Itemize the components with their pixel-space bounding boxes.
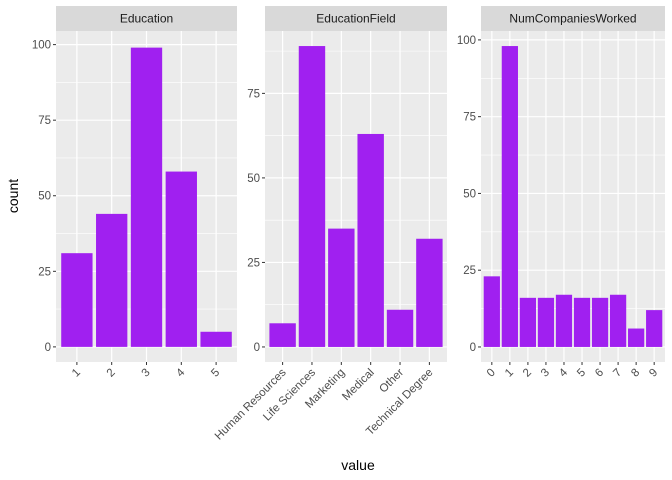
x-tick-label: 2 (105, 367, 118, 380)
y-axis-title: count (5, 179, 21, 213)
bar-educationfield-2 (328, 228, 355, 347)
y-tick-label: 75 (247, 88, 260, 100)
bar-numcompaniesworked-9 (646, 310, 663, 347)
y-tick-label: 25 (463, 265, 476, 277)
bar-numcompaniesworked-4 (555, 294, 573, 347)
x-tick-label: 8 (629, 367, 642, 380)
bar-education-0 (61, 253, 93, 347)
bar-education-2 (130, 47, 163, 347)
facet-education: Education 0 25 50 75 100 1 2 3 4 5 (32, 6, 237, 380)
bar-numcompaniesworked-7 (609, 294, 627, 347)
facet-title: Education (120, 12, 173, 26)
y-tick-label: 0 (45, 342, 51, 354)
x-tick-label: 4 (174, 366, 187, 379)
bar-education-4 (200, 331, 232, 347)
x-tick-label: 7 (611, 367, 624, 380)
bar-numcompaniesworked-0 (483, 276, 500, 347)
x-tick-label: 3 (140, 367, 153, 380)
facet-strip (265, 6, 447, 31)
y-tick-label: 50 (463, 188, 476, 200)
x-tick-label: 6 (593, 367, 606, 380)
bar-numcompaniesworked-8 (628, 328, 645, 347)
facet-title: EducationField (316, 12, 395, 26)
bar-education-1 (96, 213, 128, 347)
y-tick-label: 75 (38, 115, 51, 127)
y-tick-label: 100 (457, 35, 476, 47)
y-tick-label: 100 (32, 40, 51, 52)
bar-numcompaniesworked-5 (573, 297, 591, 347)
x-tick-label: 4 (557, 366, 570, 379)
bar-numcompaniesworked-1 (501, 46, 518, 347)
x-axis-title: value (341, 457, 375, 473)
y-tick-label: 0 (254, 342, 260, 354)
bar-numcompaniesworked-6 (591, 297, 609, 347)
x-tick-label: 1 (503, 367, 516, 380)
facet-strip (481, 6, 665, 31)
x-tick-label: 5 (575, 367, 588, 380)
y-tick-label: 0 (470, 342, 476, 354)
bar-educationfield-1 (298, 46, 326, 347)
x-tick-label: 1 (70, 367, 83, 380)
bar-educationfield-3 (357, 133, 384, 347)
y-tick-label: 25 (38, 266, 51, 278)
x-tick-label: 0 (485, 367, 498, 380)
x-tick-label: 2 (521, 367, 534, 380)
x-tick-label: 9 (647, 367, 660, 380)
y-tick-label: 50 (247, 173, 260, 185)
x-tick-label: 3 (539, 367, 552, 380)
bar-numcompaniesworked-2 (519, 297, 537, 347)
facet-strip (56, 6, 237, 31)
x-tick-label: Medical (340, 367, 377, 404)
bar-educationfield-0 (269, 323, 296, 347)
x-tick-label: 5 (209, 367, 222, 380)
bar-educationfield-5 (416, 238, 443, 347)
y-tick-label: 50 (38, 191, 51, 203)
y-tick-label: 75 (463, 112, 476, 124)
y-tick-label: 25 (247, 257, 260, 269)
facet-title: NumCompaniesWorked (509, 12, 636, 26)
bar-education-3 (165, 171, 197, 347)
bar-numcompaniesworked-3 (537, 297, 555, 347)
bar-educationfield-4 (386, 309, 414, 347)
